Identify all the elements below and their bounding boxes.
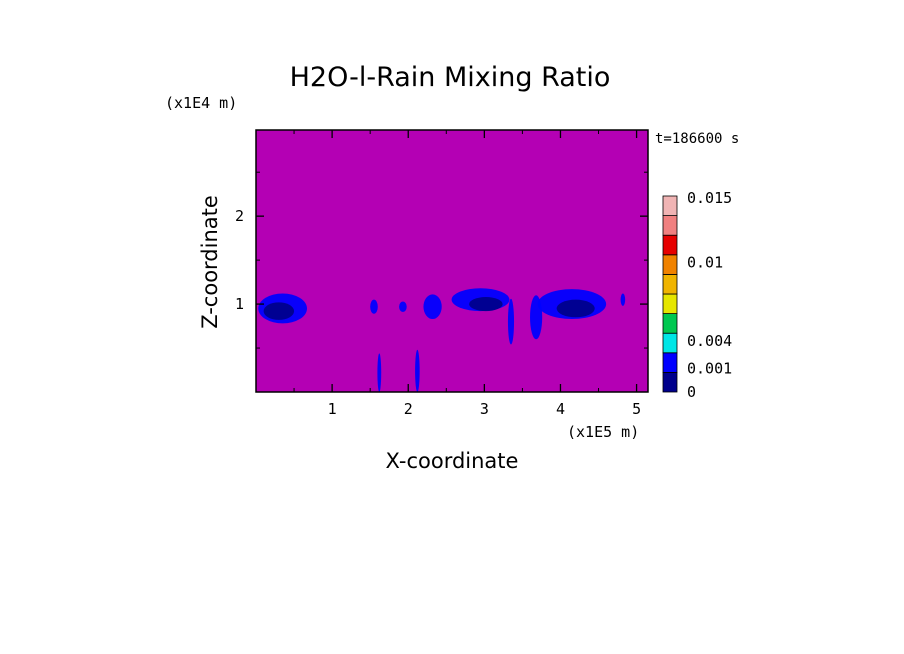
x-axis-title: X-coordinate [386, 449, 519, 473]
colorbar-cell [662, 234, 678, 256]
y-unit-label: (x1E4 m) [165, 94, 237, 112]
colorbar-cell [662, 273, 678, 295]
rain-patches [258, 288, 626, 392]
rain-patch [507, 298, 515, 345]
rain-patch [263, 302, 295, 320]
colorbar-label: 0.01 [687, 254, 723, 272]
y-tick-label: 1 [235, 295, 244, 313]
x-tick-label: 2 [404, 400, 413, 418]
rain-patch [469, 297, 503, 312]
colorbar-cell [662, 195, 678, 217]
x-axis: 1 2 3 4 5 [293, 130, 641, 418]
colorbar-cell [662, 254, 678, 275]
x-tick-label: 4 [556, 400, 565, 418]
y-axis-title: Z-coordinate [198, 195, 222, 329]
colorbar-cell [662, 293, 678, 315]
time-label: t=186600 s [655, 131, 739, 147]
x-tick-label: 3 [480, 400, 489, 418]
plot-background [256, 130, 648, 392]
colorbar-label: 0.001 [687, 359, 732, 377]
colorbar-label: 0.015 [687, 189, 732, 207]
chart-title: H2O-l-Rain Mixing Ratio [290, 62, 611, 93]
rain-patch [370, 299, 378, 314]
x-unit-label: (x1E5 m) [567, 423, 639, 441]
x-tick-label: 1 [328, 400, 337, 418]
colorbar-label: 0 [687, 383, 696, 401]
y-tick-label: 2 [235, 207, 244, 225]
colorbar-cell [662, 352, 678, 373]
rain-patch [556, 299, 595, 318]
colorbar-cell [662, 215, 678, 236]
colorbar-label: 0.004 [687, 332, 732, 350]
plot-frame [255, 129, 649, 393]
colorbar-cell [662, 332, 678, 354]
colorbar-cell [662, 371, 678, 393]
colorbar: 0.015 0.01 0.004 0.001 0 [662, 189, 732, 401]
rain-patch [399, 301, 407, 312]
rain-patch [423, 294, 442, 320]
y-axis: 12 [235, 171, 648, 349]
rain-patch [620, 293, 626, 306]
rain-patch [377, 353, 382, 392]
x-tick-label: 5 [632, 400, 641, 418]
colorbar-cell [662, 313, 678, 334]
rain-patch [415, 349, 420, 392]
